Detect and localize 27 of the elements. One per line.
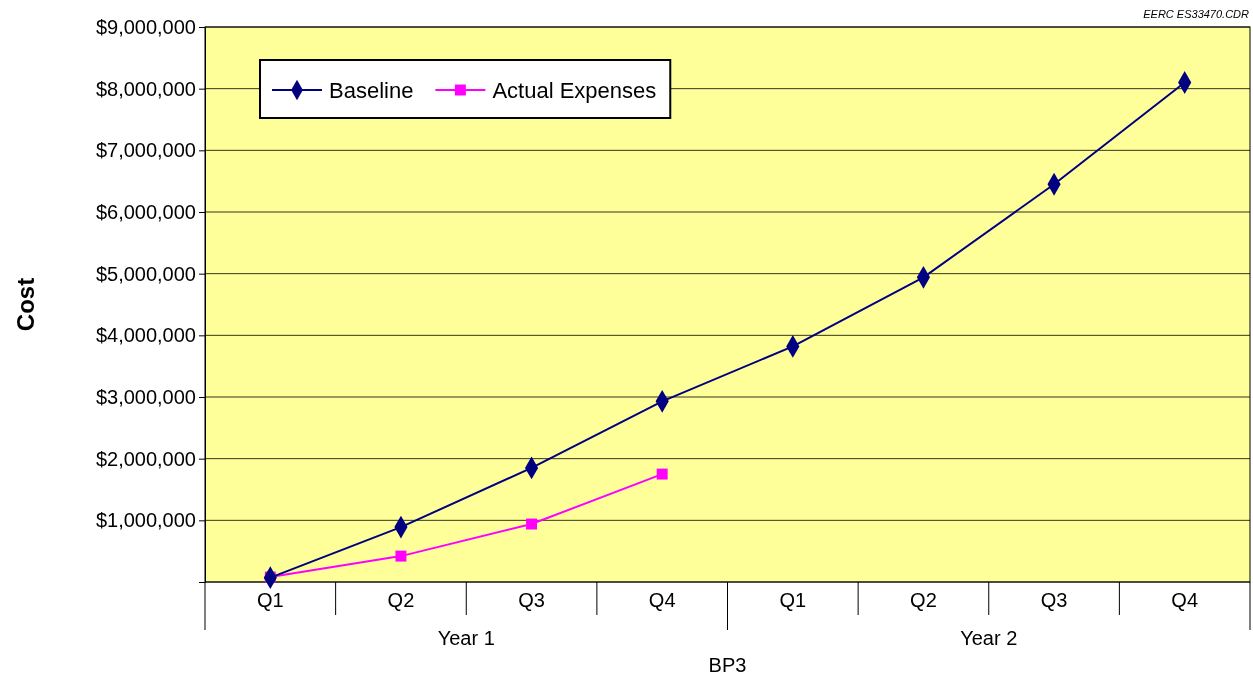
y-tick-label: $2,000,000: [95, 447, 196, 470]
x-tick-label: Q4: [648, 589, 676, 611]
y-tick-label: $8,000,000: [95, 77, 196, 100]
point: [656, 468, 668, 480]
x-tick-label: Q3: [1040, 589, 1068, 611]
text: Year 2: [960, 627, 1018, 649]
y-tick-label: $5,000,000: [95, 262, 196, 285]
y-tick-label: $7,000,000: [95, 139, 196, 162]
legend-label: Actual Expenses: [492, 78, 657, 103]
legend-label: Baseline: [329, 78, 414, 103]
x-tick-label: Q2: [910, 589, 937, 611]
y-tick-label: $4,000,000: [95, 324, 196, 347]
y-tick-label: $6,000,000: [95, 200, 196, 223]
x-tick-label: Q3: [518, 589, 545, 611]
x-axis-title: BP3: [708, 654, 747, 676]
x-tick-label: Q1: [779, 589, 807, 611]
x-tick-label: Q2: [387, 589, 415, 611]
y-axis-title: Cost: [12, 277, 39, 332]
point: [395, 550, 407, 562]
text: Year 1: [437, 627, 495, 649]
y-tick-label: $1,000,000: [95, 509, 196, 532]
point: [526, 518, 538, 530]
text: EERC ES33470.CDR: [1143, 8, 1250, 20]
y-tick-label: $9,000,000: [95, 15, 196, 38]
y-tick-label: $3,000,000: [95, 385, 196, 408]
x-tick-label: Q4: [1171, 589, 1199, 611]
x-tick-label: Q1: [256, 589, 284, 611]
